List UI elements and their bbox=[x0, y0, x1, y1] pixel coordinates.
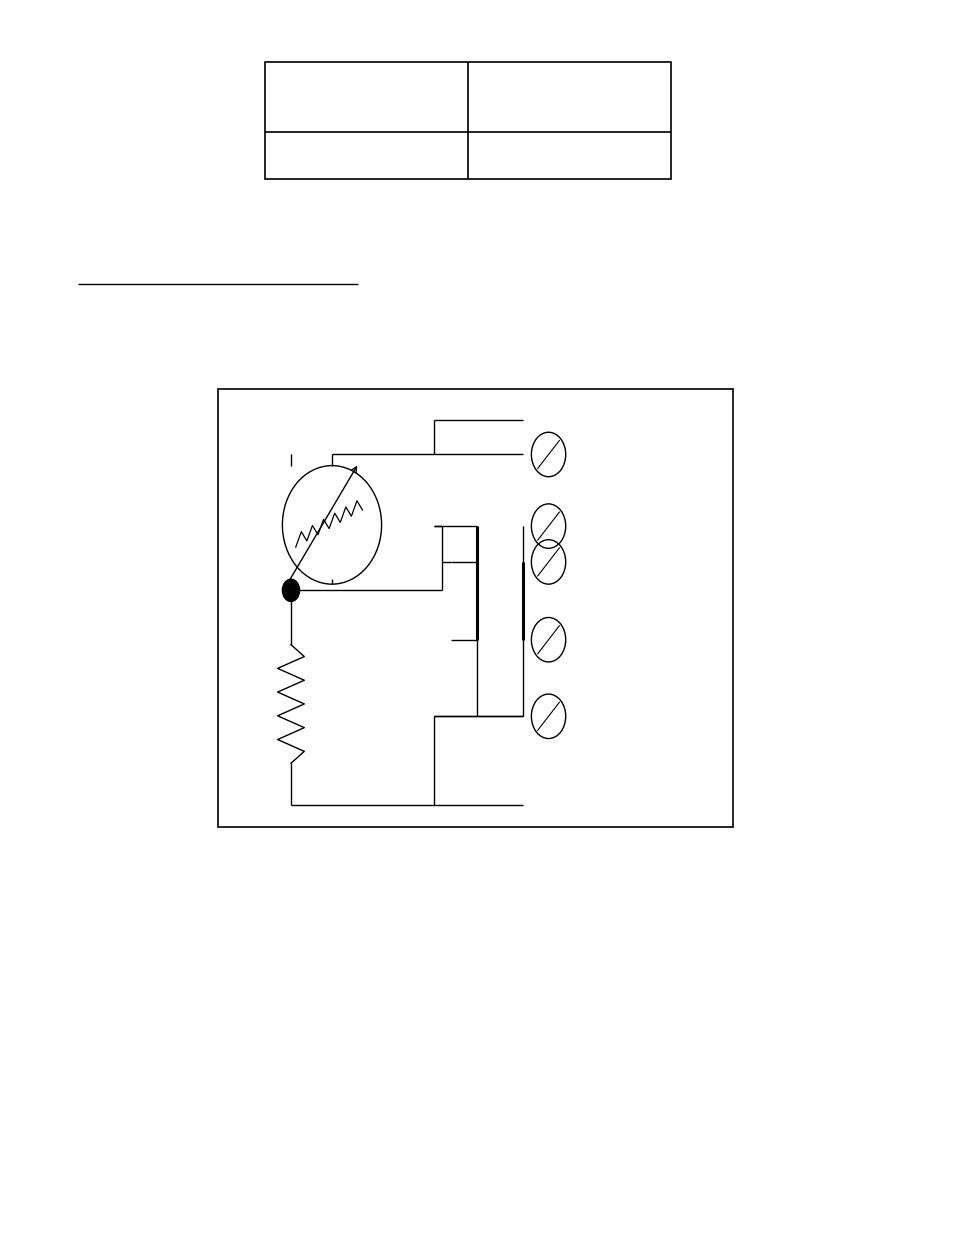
Bar bbox=[265, 62, 670, 179]
Circle shape bbox=[282, 579, 299, 601]
Bar bbox=[217, 389, 732, 827]
